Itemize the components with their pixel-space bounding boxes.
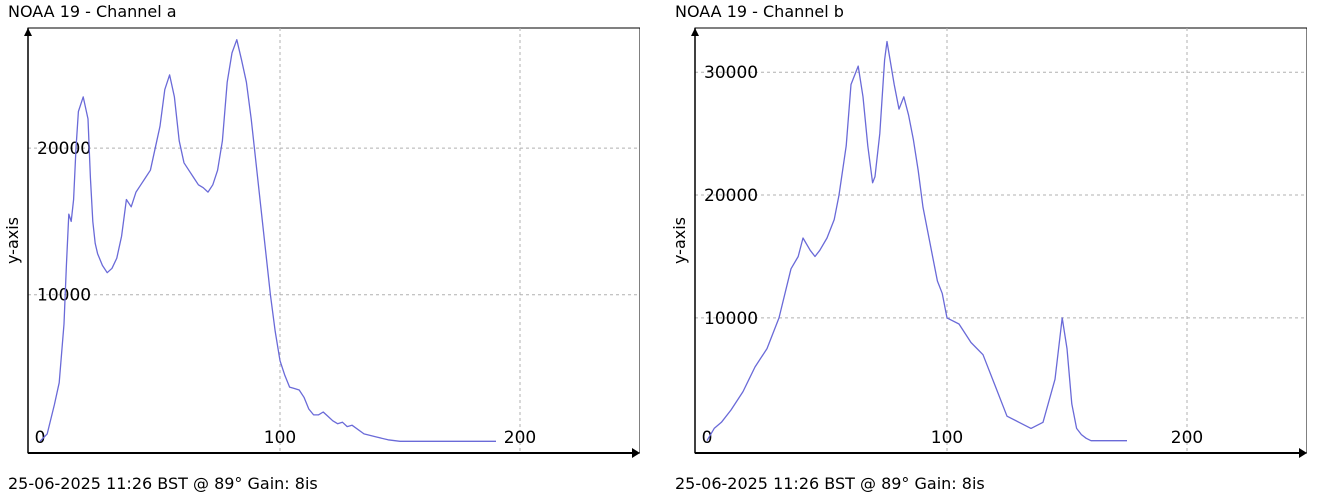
series-line	[706, 40, 1127, 442]
chart-panel-channel-a: NOAA 19 - Channel a 10000 20000 0 100 200 y-a…	[0, 0, 640, 500]
y-tick-label: 10000	[704, 309, 758, 329]
chart-plot-channel-b: 10000 20000 30000 0 100 200 y-axis	[670, 27, 1307, 458]
x-tick-label: 100	[264, 428, 296, 448]
x-axis-arrow	[632, 448, 640, 458]
y-tick-label: 30000	[704, 63, 758, 83]
chart-footer: 25-06-2025 11:26 BST @ 89° Gain: 8is	[8, 474, 318, 493]
chart-panel-channel-b: NOAA 19 - Channel b 10000 20000 30000 0 100 2…	[667, 0, 1307, 500]
x-tick-label: 100	[931, 428, 963, 448]
x-tick-label: 200	[1171, 428, 1203, 448]
chart-title: NOAA 19 - Channel a	[8, 2, 177, 21]
x-tick-label: 200	[504, 428, 536, 448]
y-tick-label: 20000	[704, 186, 758, 206]
chart-title: NOAA 19 - Channel b	[675, 2, 844, 21]
chart-plot-channel-a: 10000 20000 0 100 200 y-axis	[3, 27, 640, 458]
y-axis-arrow	[24, 28, 32, 36]
plot-frame	[27, 27, 640, 454]
chart-footer: 25-06-2025 11:26 BST @ 89° Gain: 8is	[675, 474, 985, 493]
series-line	[39, 39, 496, 442]
y-tick-label: 20000	[37, 139, 91, 159]
x-tick-label: 0	[702, 428, 713, 448]
y-axis-label: y-axis	[670, 217, 689, 264]
y-tick-label: 10000	[37, 286, 91, 306]
plot-frame	[694, 27, 1307, 454]
y-axis-arrow	[691, 28, 699, 36]
y-axis-label: y-axis	[3, 217, 22, 264]
x-axis-arrow	[1299, 448, 1307, 458]
x-tick-label: 0	[35, 428, 46, 448]
